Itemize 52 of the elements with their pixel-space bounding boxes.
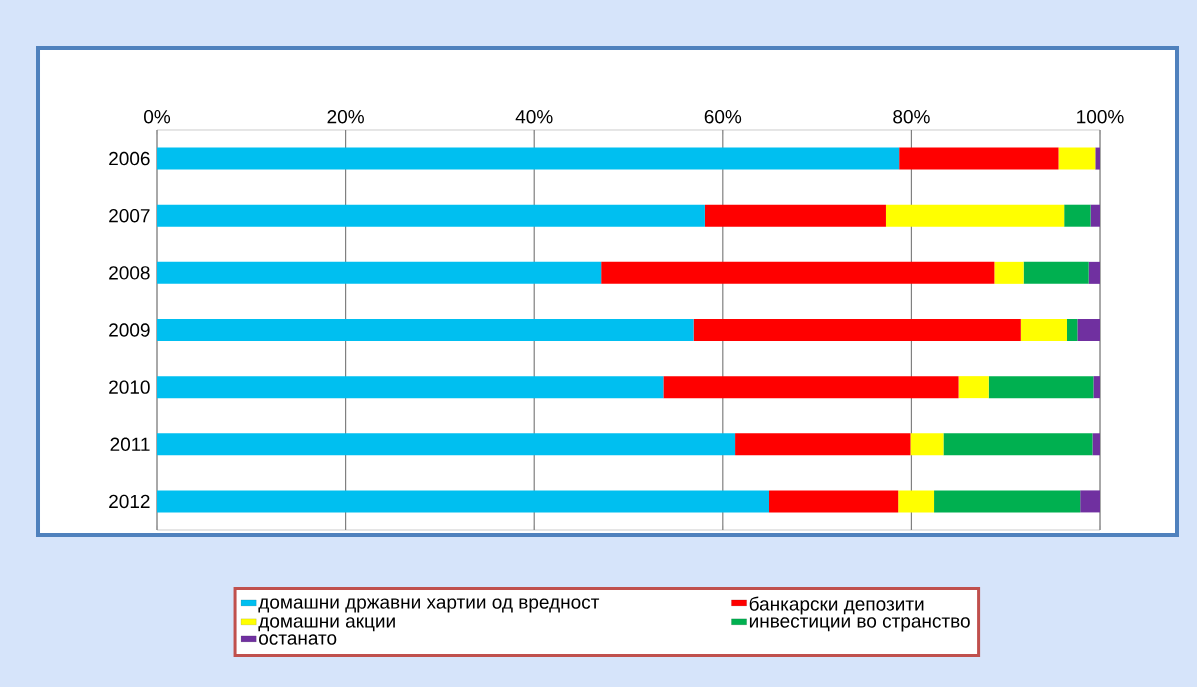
bar — [157, 147, 900, 170]
bar — [994, 261, 1024, 284]
bar — [899, 147, 1059, 170]
bar — [1067, 318, 1078, 341]
bar — [1095, 147, 1101, 170]
bar — [885, 204, 1065, 227]
x-tick-label: 40% — [515, 110, 553, 124]
bar — [769, 490, 899, 513]
legend-label: банкарски депозити — [749, 596, 924, 615]
y-tick-label: 2011 — [110, 437, 150, 452]
y-tick-label: 2012 — [109, 494, 150, 509]
bar — [693, 318, 1021, 341]
bar — [943, 433, 1093, 456]
bar — [157, 433, 736, 456]
bar — [1058, 147, 1096, 170]
bar — [1023, 261, 1089, 284]
bar — [988, 376, 1094, 399]
bar — [1064, 204, 1091, 227]
y-tick-label: 2010 — [109, 380, 150, 394]
bar — [958, 376, 989, 399]
bar — [735, 433, 911, 456]
bar — [157, 318, 694, 341]
bar — [157, 261, 602, 284]
y-tick-label: 2006 — [109, 151, 150, 166]
x-tick-label: 100% — [1077, 110, 1124, 124]
bar — [1077, 318, 1101, 341]
bar — [1093, 376, 1101, 399]
bar — [910, 433, 944, 456]
y-tick-label: 2008 — [109, 266, 150, 280]
bar — [1090, 204, 1101, 227]
bar — [898, 490, 935, 513]
legend-label: домашни државни хартии од вредност — [258, 598, 600, 613]
y-tick-label: 2009 — [109, 323, 150, 337]
x-tick-label: 20% — [327, 110, 364, 124]
bar — [663, 376, 959, 399]
bar — [1092, 433, 1101, 456]
bar — [1088, 261, 1101, 284]
x-tick-label: 0% — [144, 110, 171, 124]
bar — [157, 204, 705, 227]
x-tick-label: 80% — [893, 110, 930, 124]
legend-label: домашни акции — [258, 617, 395, 632]
bar — [1020, 318, 1068, 341]
y-tick-label: 2007 — [109, 208, 150, 223]
legend-label: инвестиции во странство — [749, 617, 970, 632]
bar — [1080, 490, 1101, 513]
bar — [157, 490, 770, 513]
legend-label: останато — [259, 634, 337, 645]
x-tick-label: 60% — [704, 110, 742, 124]
bar — [704, 204, 886, 227]
bar — [601, 261, 995, 284]
bar — [157, 376, 664, 399]
bar — [934, 490, 1081, 513]
